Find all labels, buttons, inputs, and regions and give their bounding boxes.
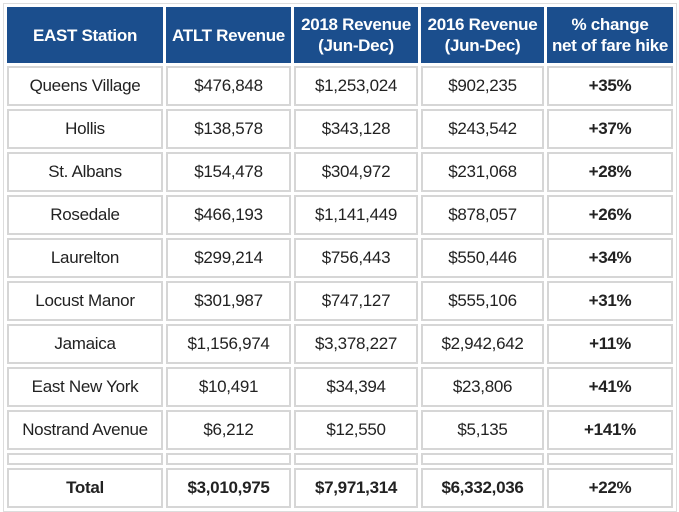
cell-rev2016: $5,135 xyxy=(421,410,544,450)
cell-rev2018: $756,443 xyxy=(294,238,418,278)
table-row: Rosedale $466,193 $1,141,449 $878,057 +26% xyxy=(7,195,673,235)
cell-rev2016: $2,942,642 xyxy=(421,324,544,364)
table-row: Hollis $138,578 $343,128 $243,542 +37% xyxy=(7,109,673,149)
cell-rev2018: $3,378,227 xyxy=(294,324,418,364)
total-row: Total $3,010,975 $7,971,314 $6,332,036 +22% xyxy=(7,468,673,508)
empty-cell xyxy=(547,453,673,465)
table-row: Laurelton $299,214 $756,443 $550,446 +34% xyxy=(7,238,673,278)
cell-change: +35% xyxy=(547,66,673,106)
cell-station: Rosedale xyxy=(7,195,163,235)
header-line1: ATLT Revenue xyxy=(172,25,285,45)
table-row: Locust Manor $301,987 $747,127 $555,106 +31% xyxy=(7,281,673,321)
cell-atlt: $1,156,974 xyxy=(166,324,291,364)
cell-station: East New York xyxy=(7,367,163,407)
header-line1: 2016 Revenue xyxy=(427,15,538,34)
cell-change: +28% xyxy=(547,152,673,192)
spacer-row xyxy=(7,453,673,465)
header-row: EAST Station ATLT Revenue 2018 Revenue (Jun… xyxy=(7,7,673,63)
cell-rev2018: $1,141,449 xyxy=(294,195,418,235)
cell-rev2018: $1,253,024 xyxy=(294,66,418,106)
cell-rev2016: $6,332,036 xyxy=(421,468,544,508)
cell-atlt: $6,212 xyxy=(166,410,291,450)
empty-cell xyxy=(7,453,163,465)
cell-change: +31% xyxy=(547,281,673,321)
cell-change: +26% xyxy=(547,195,673,235)
header-rev2016: 2016 Revenue (Jun-Dec) xyxy=(421,7,544,63)
header-rev2018: 2018 Revenue (Jun-Dec) xyxy=(294,7,418,63)
header-atlt: ATLT Revenue xyxy=(166,7,291,63)
cell-rev2018: $304,972 xyxy=(294,152,418,192)
header-line2: net of fare hike xyxy=(551,36,669,55)
header-line2: (Jun-Dec) xyxy=(444,36,521,55)
cell-station: Laurelton xyxy=(7,238,163,278)
cell-station: Queens Village xyxy=(7,66,163,106)
cell-atlt: $466,193 xyxy=(166,195,291,235)
empty-cell xyxy=(166,453,291,465)
table-row: Jamaica $1,156,974 $3,378,227 $2,942,642 +11… xyxy=(7,324,673,364)
cell-atlt: $154,478 xyxy=(166,152,291,192)
cell-change: +37% xyxy=(547,109,673,149)
header-line1: EAST Station xyxy=(32,25,138,45)
cell-rev2018: $747,127 xyxy=(294,281,418,321)
cell-atlt: $301,987 xyxy=(166,281,291,321)
table-row: Nostrand Avenue $6,212 $12,550 $5,135 +141% xyxy=(7,410,673,450)
cell-rev2018: $7,971,314 xyxy=(294,468,418,508)
header-change: % change net of fare hike xyxy=(547,7,673,63)
header-line1: 2018 Revenue xyxy=(301,15,411,34)
cell-rev2018: $12,550 xyxy=(294,410,418,450)
table-row: East New York $10,491 $34,394 $23,806 +41% xyxy=(7,367,673,407)
table-row: Queens Village $476,848 $1,253,024 $902,235… xyxy=(7,66,673,106)
cell-rev2016: $555,106 xyxy=(421,281,544,321)
table-row: St. Albans $154,478 $304,972 $231,068 +28% xyxy=(7,152,673,192)
cell-atlt: $3,010,975 xyxy=(166,468,291,508)
cell-change: +141% xyxy=(547,410,673,450)
cell-change: +22% xyxy=(547,468,673,508)
cell-atlt: $10,491 xyxy=(166,367,291,407)
cell-rev2016: $23,806 xyxy=(421,367,544,407)
cell-station: Hollis xyxy=(7,109,163,149)
cell-rev2018: $343,128 xyxy=(294,109,418,149)
header-line2: (Jun-Dec) xyxy=(318,36,394,55)
cell-station: Locust Manor xyxy=(7,281,163,321)
cell-change: +41% xyxy=(547,367,673,407)
cell-rev2016: $878,057 xyxy=(421,195,544,235)
empty-cell xyxy=(421,453,544,465)
cell-rev2018: $34,394 xyxy=(294,367,418,407)
cell-change: +11% xyxy=(547,324,673,364)
revenue-table: EAST Station ATLT Revenue 2018 Revenue (Jun… xyxy=(3,3,677,512)
cell-atlt: $138,578 xyxy=(166,109,291,149)
header-station: EAST Station xyxy=(7,7,163,63)
cell-rev2016: $550,446 xyxy=(421,238,544,278)
cell-station: St. Albans xyxy=(7,152,163,192)
cell-rev2016: $243,542 xyxy=(421,109,544,149)
cell-atlt: $476,848 xyxy=(166,66,291,106)
cell-station: Jamaica xyxy=(7,324,163,364)
cell-rev2016: $902,235 xyxy=(421,66,544,106)
header-line1: % change xyxy=(571,15,649,34)
cell-change: +34% xyxy=(547,238,673,278)
cell-rev2016: $231,068 xyxy=(421,152,544,192)
cell-station: Total xyxy=(7,468,163,508)
cell-atlt: $299,214 xyxy=(166,238,291,278)
empty-cell xyxy=(294,453,418,465)
cell-station: Nostrand Avenue xyxy=(7,410,163,450)
